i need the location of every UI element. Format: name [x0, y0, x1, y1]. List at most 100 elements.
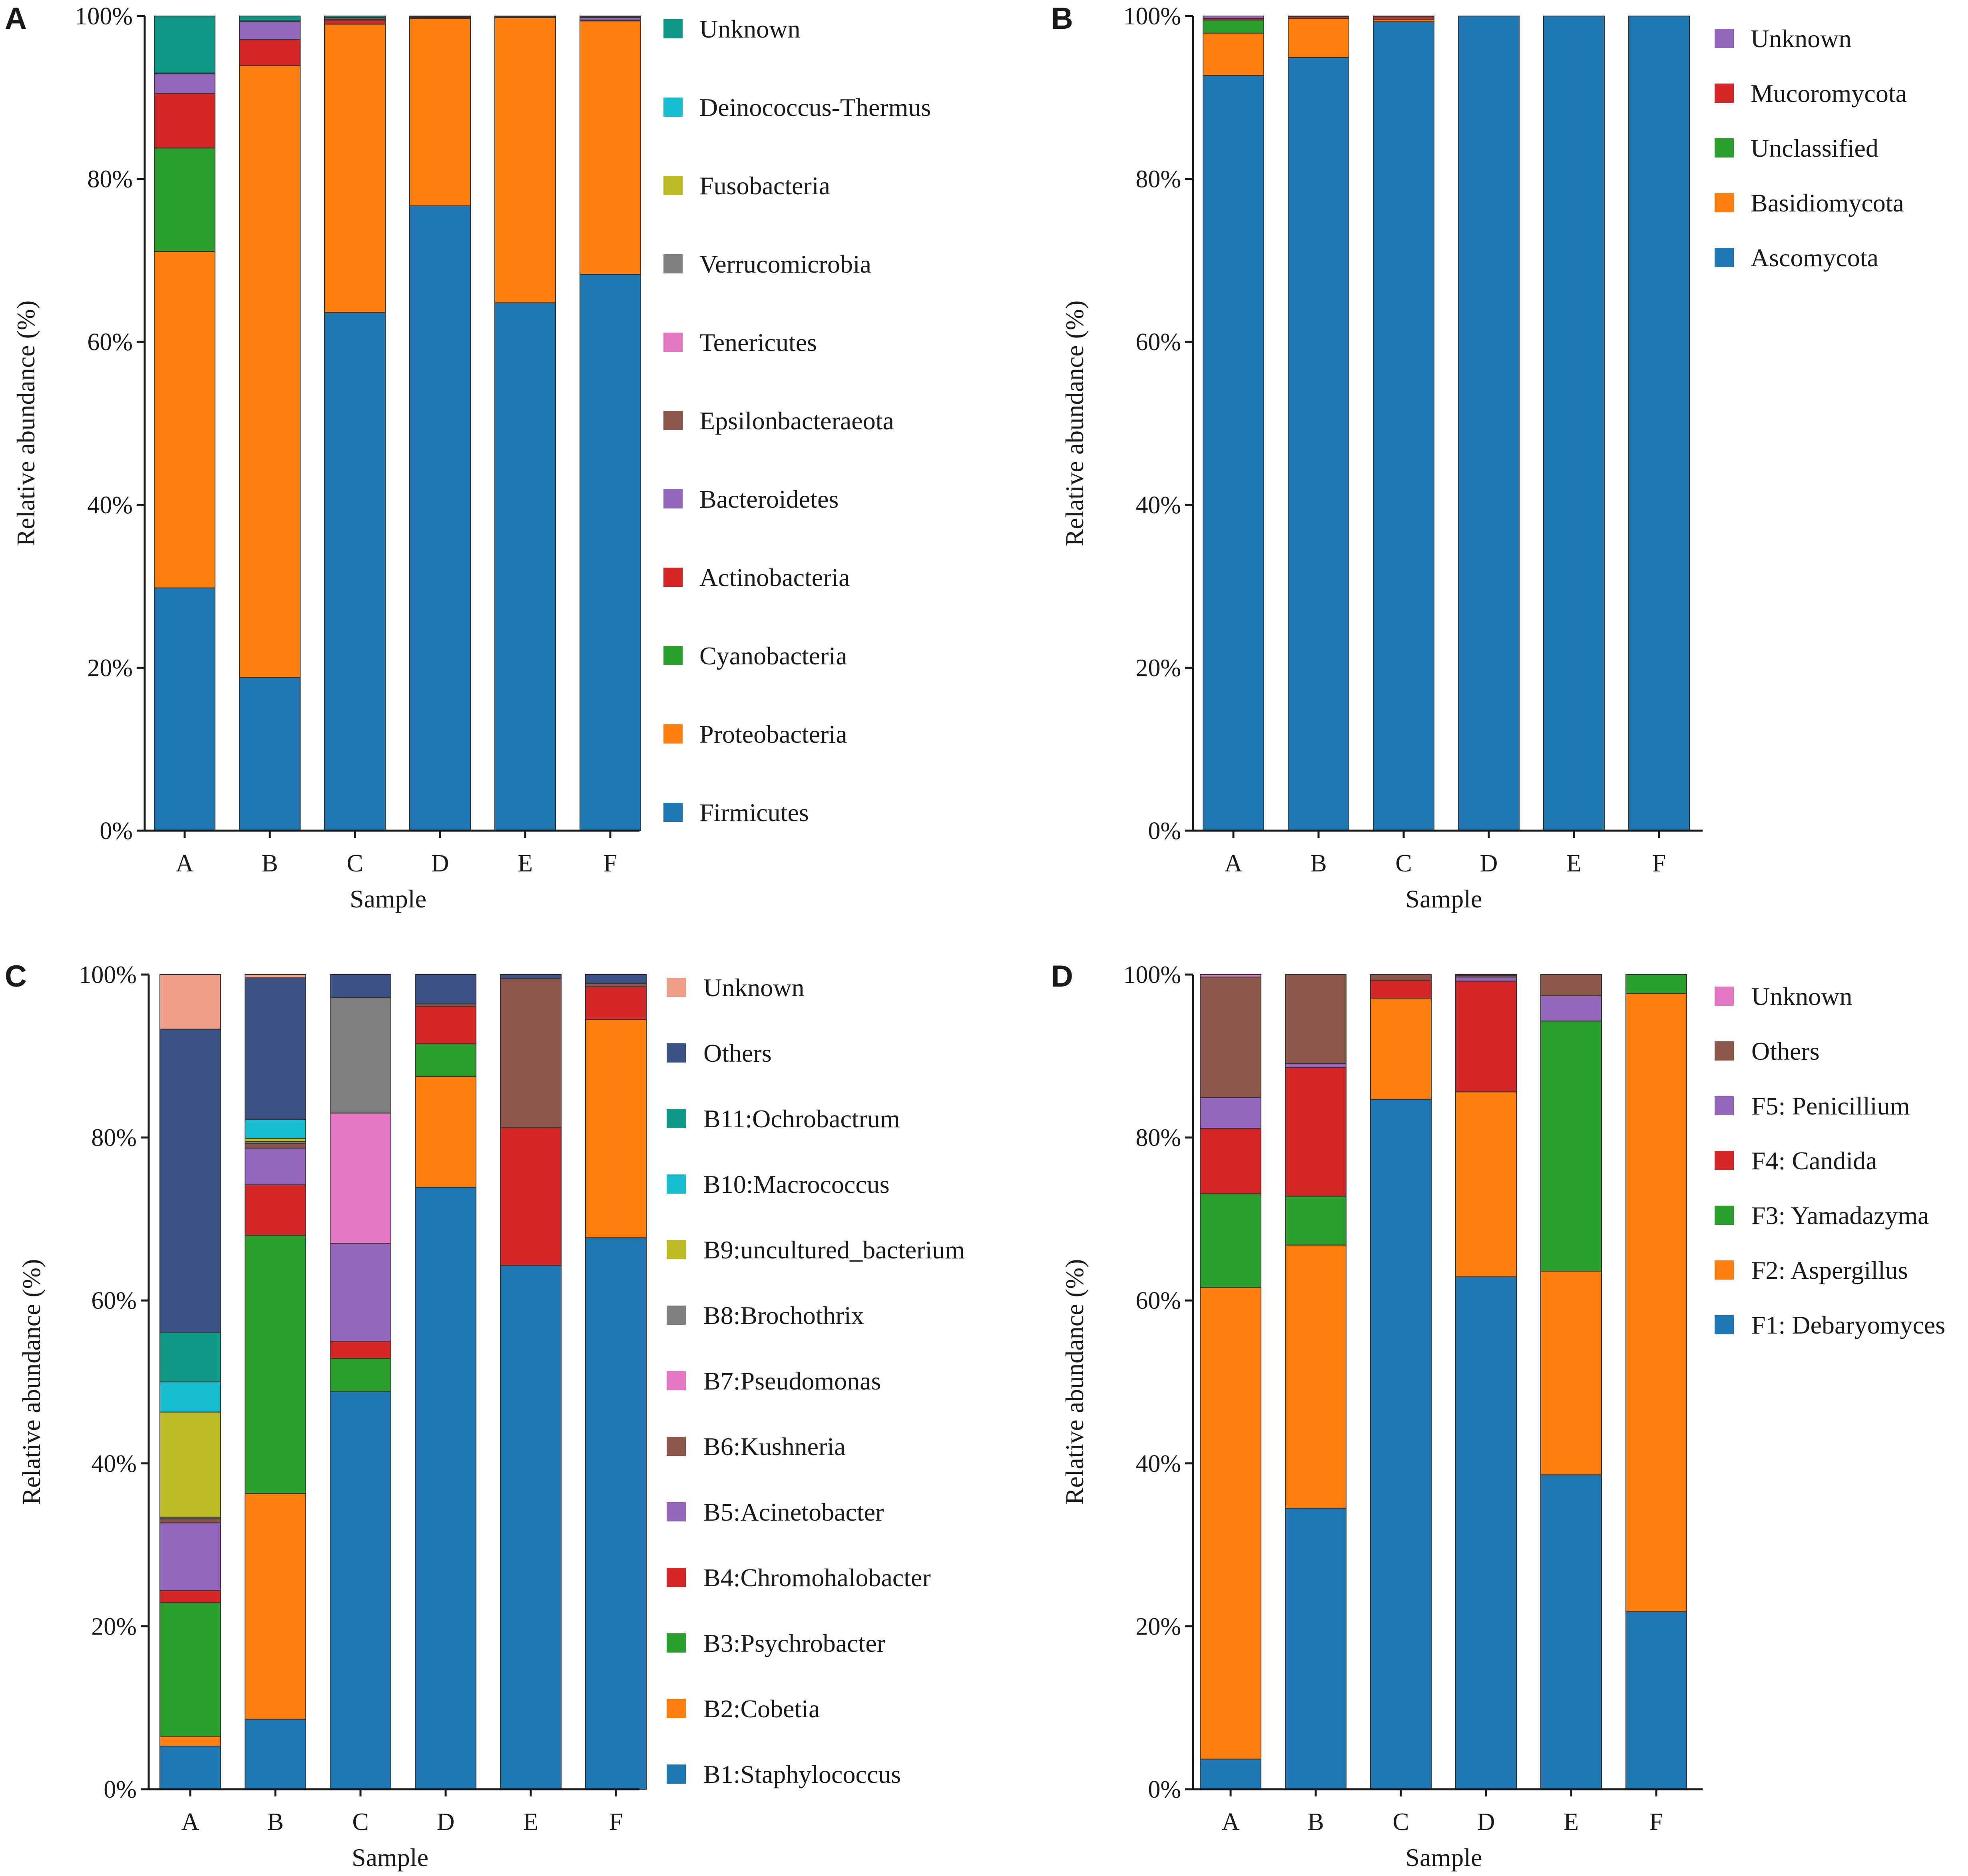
- legend-label-verrucomicrobia: Verrucomicrobia: [699, 250, 871, 278]
- bar-segment-f2-aspergillus-e: [1540, 1270, 1602, 1475]
- legend-label-deinococcus-thermus: Deinococcus-Thermus: [699, 93, 931, 122]
- x-tick-label: F: [1649, 1808, 1663, 1836]
- legend-label-b2-cobetia: B2:Cobetia: [703, 1695, 820, 1723]
- y-tick-label: 100%: [1123, 961, 1181, 989]
- bar-segment-b2-cobetia-a: [159, 1736, 221, 1746]
- legend-swatch-unknown: [663, 19, 683, 38]
- legend-swatch-f4-candida: [1715, 1151, 1734, 1170]
- x-tick-label: D: [431, 850, 449, 877]
- legend-label-cyanobacteria: Cyanobacteria: [699, 642, 847, 670]
- y-tick-label: 60%: [1135, 1287, 1181, 1314]
- legend-swatch-epsilonbacteraeota: [663, 411, 683, 430]
- bar-segment-basidiomycota-b: [1288, 18, 1349, 58]
- legend-label-b5-acinetobacter: B5:Acinetobacter: [703, 1498, 884, 1526]
- y-tick-label: 40%: [1135, 492, 1181, 519]
- legend-swatch-b2-cobetia: [667, 1699, 686, 1718]
- y-axis-title: Relative abundance (%): [17, 1259, 46, 1505]
- legend-label-b4-chromohalobacter: B4:Chromohalobacter: [703, 1563, 931, 1592]
- bar-segment-f1-debaryomyces-c: [1370, 1098, 1432, 1790]
- bar-segment-others-b: [1285, 974, 1347, 1064]
- bar-segment-b2-cobetia-f: [585, 1019, 647, 1238]
- bar-segment-b4-chromohalobacter-e: [500, 1127, 562, 1266]
- legend-swatch-unknown: [1715, 987, 1734, 1006]
- legend-swatch-ascomycota: [1715, 248, 1734, 267]
- bar-segment-unknown-a: [154, 16, 215, 74]
- legend-swatch-fusobacteria: [663, 176, 683, 195]
- legend-label-unknown: Unknown: [1751, 24, 1851, 53]
- bar-segment-unclassified-a: [1203, 20, 1264, 34]
- y-tick-label: 20%: [1135, 1613, 1181, 1640]
- legend-swatch-b3-psychrobacter: [667, 1633, 686, 1653]
- bar-segment-b7-pseudomonas-c: [330, 1112, 391, 1244]
- bar-segment-actinobacteria-c: [324, 20, 386, 25]
- legend-label-tenericutes: Tenericutes: [699, 328, 817, 357]
- y-tick-label: 100%: [1123, 3, 1181, 30]
- bar-segment-b3-psychrobacter-b: [245, 1235, 306, 1494]
- bar-segment-f1-debaryomyces-b: [1285, 1507, 1347, 1790]
- bar-segment-firmicutes-d: [409, 205, 471, 831]
- legend-label-f2-aspergillus: F2: Aspergillus: [1751, 1256, 1908, 1284]
- bar-segment-b1-staphylococcus-e: [500, 1265, 562, 1790]
- legend-swatch-deinococcus-thermus: [663, 98, 683, 117]
- y-tick-label: 0%: [1148, 817, 1181, 845]
- legend-swatch-firmicutes: [663, 803, 683, 822]
- bar-segment-proteobacteria-f: [580, 20, 641, 275]
- bar-segment-b10-macrococcus-b: [245, 1119, 306, 1139]
- y-tick-label: 40%: [1135, 1450, 1181, 1477]
- x-tick-label: A: [176, 850, 194, 877]
- legend-swatch-unclassified: [1715, 138, 1734, 157]
- bar-segment-proteobacteria-c: [324, 24, 386, 313]
- bar-segment-f2-aspergillus-c: [1370, 998, 1432, 1100]
- y-tick-label: 20%: [1135, 654, 1181, 682]
- legend-label-b3-psychrobacter: B3:Psychrobacter: [703, 1629, 885, 1657]
- bar-segment-f2-aspergillus-a: [1200, 1287, 1261, 1760]
- bar-segment-unknown-c: [1373, 16, 1434, 18]
- bar-segment-f4-candida-c: [1370, 980, 1432, 999]
- bar-segment-b5-acinetobacter-b: [245, 1148, 306, 1185]
- x-tick-label: B: [1307, 1808, 1324, 1836]
- y-tick-label: 80%: [1135, 1124, 1181, 1152]
- bar-segment-b3-psychrobacter-a: [159, 1602, 221, 1737]
- bar-segment-others-e: [500, 974, 562, 979]
- bar-segment-others-f: [585, 974, 647, 984]
- y-tick-label: 60%: [87, 329, 133, 356]
- legend-swatch-b1-staphylococcus: [667, 1764, 686, 1784]
- bar-segment-unknown-a: [159, 974, 221, 1030]
- bar-segment-b5-acinetobacter-c: [330, 1243, 391, 1342]
- legend-label-mucoromycota: Mucoromycota: [1751, 79, 1907, 108]
- chart-panel-A: A A B C D E F 0% 20% 40% 60% 80% 100% Relative abunda…: [5, 2, 931, 913]
- bar-segment-others-b: [245, 977, 306, 1120]
- legend-swatch-others: [667, 1043, 686, 1063]
- bar-segment-others-a: [159, 1029, 221, 1333]
- bar-segment-b2-cobetia-b: [245, 1493, 306, 1720]
- bar-segment-b3-psychrobacter-d: [415, 1043, 476, 1077]
- x-tick-label: C: [352, 1808, 369, 1836]
- panel-label: C: [5, 959, 27, 993]
- legend-label-b8-brochothrix: B8:Brochothrix: [703, 1301, 864, 1330]
- legend-label-b10-macrococcus: B10:Macrococcus: [703, 1170, 890, 1198]
- bar-segment-f3-yamadazyma-a: [1200, 1193, 1261, 1288]
- bar-segment-unknown-a: [1203, 16, 1264, 19]
- bar-segment-f2-aspergillus-d: [1455, 1091, 1517, 1278]
- y-axis-title: Relative abundance (%): [1060, 301, 1089, 546]
- bar-segment-unknown-b: [245, 974, 306, 979]
- legend-swatch-f3-yamadazyma: [1715, 1206, 1734, 1225]
- legend-label-b6-kushneria: B6:Kushneria: [703, 1432, 846, 1461]
- legend-label-b9-uncultured-bacterium: B9:uncultured_bacterium: [703, 1236, 965, 1264]
- legend-swatch-actinobacteria: [663, 568, 683, 587]
- y-tick-label: 100%: [75, 3, 133, 30]
- y-axis-title: Relative abundance (%): [12, 301, 40, 546]
- x-axis-title: Sample: [350, 885, 426, 913]
- bar-segment-unknown-b: [1288, 16, 1349, 18]
- legend-label-f4-candida: F4: Candida: [1751, 1146, 1877, 1175]
- bar-segment-cyanobacteria-a: [154, 148, 215, 252]
- x-tick-label: E: [523, 1808, 538, 1836]
- bar-segment-f1-debaryomyces-d: [1455, 1276, 1517, 1790]
- bar-segment-b11-ochrobactrum-a: [159, 1332, 221, 1382]
- bar-segment-firmicutes-f: [580, 274, 641, 831]
- y-tick-label: 80%: [87, 166, 133, 193]
- x-tick-label: D: [437, 1808, 455, 1836]
- panel-label: A: [5, 2, 27, 36]
- legend-label-f5-penicillium: F5: Penicillium: [1751, 1092, 1910, 1120]
- y-tick-label: 80%: [1135, 166, 1181, 193]
